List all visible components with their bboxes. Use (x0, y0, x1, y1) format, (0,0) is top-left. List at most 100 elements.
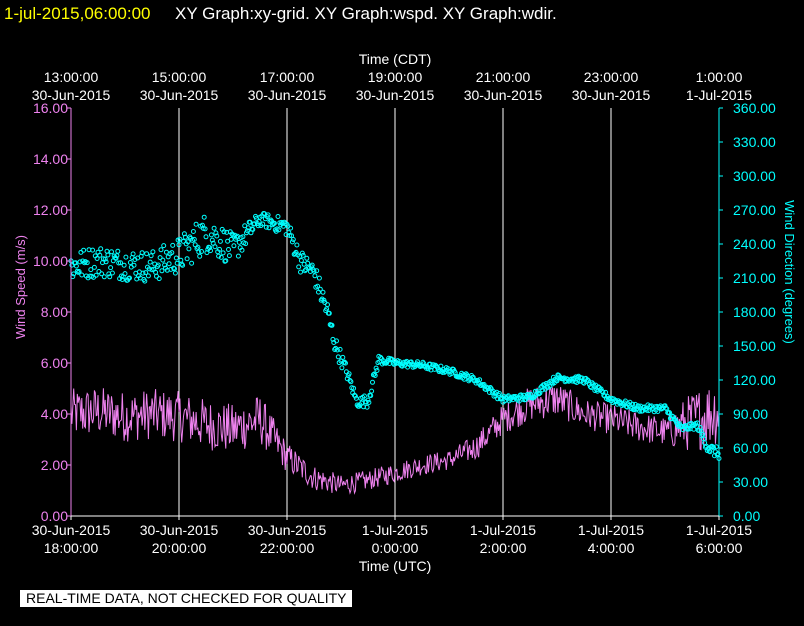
wind-direction-point (155, 262, 161, 268)
wind-direction-point (346, 371, 352, 377)
wind-direction-point (403, 359, 409, 365)
wind-direction-point (121, 262, 127, 268)
wind-direction-point (199, 222, 205, 228)
wind-direction-point (496, 391, 502, 396)
top-tick-time: 15:00:00 (152, 69, 207, 85)
right-tick-label: 150.00 (733, 338, 776, 354)
wind-direction-point (351, 385, 357, 391)
wind-direction-point (366, 400, 372, 405)
wind-direction-point (235, 253, 241, 259)
right-tick-label: 30.00 (733, 474, 768, 490)
bottom-tick-date: 30-Jun-2015 (248, 522, 327, 538)
wind-direction-point (103, 259, 109, 265)
wind-direction-point (685, 426, 691, 432)
wind-direction-point (298, 269, 303, 275)
wind-direction-point (635, 403, 641, 409)
wind-direction-point (230, 232, 236, 238)
wind-direction-point (91, 264, 97, 270)
wind-direction-point (298, 258, 304, 263)
wind-direction-point (190, 229, 196, 234)
wind-direction-point (90, 247, 96, 253)
wind-direction-point (216, 253, 222, 259)
wind-direction-point (250, 227, 256, 232)
wind-direction-point (181, 238, 186, 244)
wind-direction-point (158, 247, 164, 253)
wind-direction-point (334, 347, 340, 353)
wind-direction-point (76, 269, 82, 274)
bottom-tick-time: 18:00:00 (44, 540, 99, 556)
wind-direction-point (290, 237, 296, 242)
right-tick-label: 0.00 (733, 508, 760, 524)
wind-direction-point (332, 347, 338, 352)
wind-direction-point (242, 223, 248, 229)
wind-direction-point (226, 247, 231, 252)
wind-direction-point (148, 253, 154, 259)
top-tick-time: 23:00:00 (584, 69, 639, 85)
wind-direction-point (207, 245, 213, 251)
top-tick-date: 30-Jun-2015 (356, 87, 435, 103)
right-axis-label: Wind Direction (degrees) (782, 200, 797, 344)
wind-direction-point (275, 214, 281, 219)
wind-direction-point (105, 252, 111, 258)
wind-direction-point (289, 233, 294, 239)
bottom-tick-date: 30-Jun-2015 (32, 522, 111, 538)
wind-direction-point (478, 383, 484, 388)
wind-direction-point (340, 354, 346, 360)
wind-direction-point (244, 228, 250, 234)
right-tick-label: 60.00 (733, 440, 768, 456)
wind-direction-point (122, 271, 128, 277)
wind-direction-point (118, 260, 123, 266)
wind-direction-point (144, 251, 150, 257)
wind-direction-point (221, 229, 227, 235)
wind-direction-point (166, 261, 172, 267)
wind-direction-point (130, 251, 136, 257)
bottom-tick-time: 22:00:00 (260, 540, 315, 556)
wind-direction-point (342, 359, 348, 365)
bottom-tick-time: 20:00:00 (152, 540, 207, 556)
bottom-tick-date: 30-Jun-2015 (140, 522, 219, 538)
wind-direction-point (240, 234, 246, 240)
wind-direction-point (113, 255, 119, 261)
wind-direction-point (223, 258, 229, 264)
quality-notice: REAL-TIME DATA, NOT CHECKED FOR QUALITY (20, 590, 353, 607)
wind-direction-point (209, 237, 215, 243)
wind-direction-series (68, 211, 722, 461)
wind-direction-point (127, 260, 133, 265)
top-tick-time: 13:00:00 (44, 69, 99, 85)
left-tick-label: 6.00 (41, 355, 68, 371)
bottom-tick-time: 2:00:00 (480, 540, 527, 556)
wind-direction-point (161, 243, 167, 249)
left-tick-label: 4.00 (41, 406, 68, 422)
left-tick-label: 0.00 (41, 508, 68, 524)
wind-direction-point (397, 359, 402, 364)
wind-direction-point (180, 262, 186, 268)
wind-direction-point (632, 401, 638, 407)
wind-direction-point (239, 247, 245, 253)
wind-direction-point (663, 405, 669, 411)
bottom-tick-time: 0:00:00 (372, 540, 419, 556)
wind-direction-point (286, 230, 292, 236)
wind-direction-point (288, 225, 294, 231)
wind-direction-point (201, 214, 207, 220)
wind-direction-point (79, 272, 85, 278)
right-tick-label: 120.00 (733, 372, 776, 388)
wind-direction-point (294, 242, 300, 248)
left-tick-label: 2.00 (41, 457, 68, 473)
top-tick-time: 21:00:00 (476, 69, 531, 85)
wind-direction-point (203, 234, 209, 240)
right-tick-label: 300.00 (733, 168, 776, 184)
wind-direction-point (81, 247, 87, 253)
wind-direction-point (630, 401, 636, 407)
wind-direction-point (195, 244, 201, 250)
wind-direction-point (211, 225, 217, 231)
wind-direction-point (260, 221, 266, 227)
left-tick-label: 10.00 (33, 253, 68, 269)
wind-direction-point (73, 263, 79, 269)
wind-direction-point (199, 249, 204, 254)
bottom-tick-date: 1-Jul-2015 (578, 522, 644, 538)
wind-direction-point (585, 377, 591, 383)
wind-direction-point (335, 354, 341, 360)
wind-direction-point (600, 389, 606, 395)
wind-direction-point (98, 246, 104, 252)
right-tick-label: 180.00 (733, 304, 776, 320)
